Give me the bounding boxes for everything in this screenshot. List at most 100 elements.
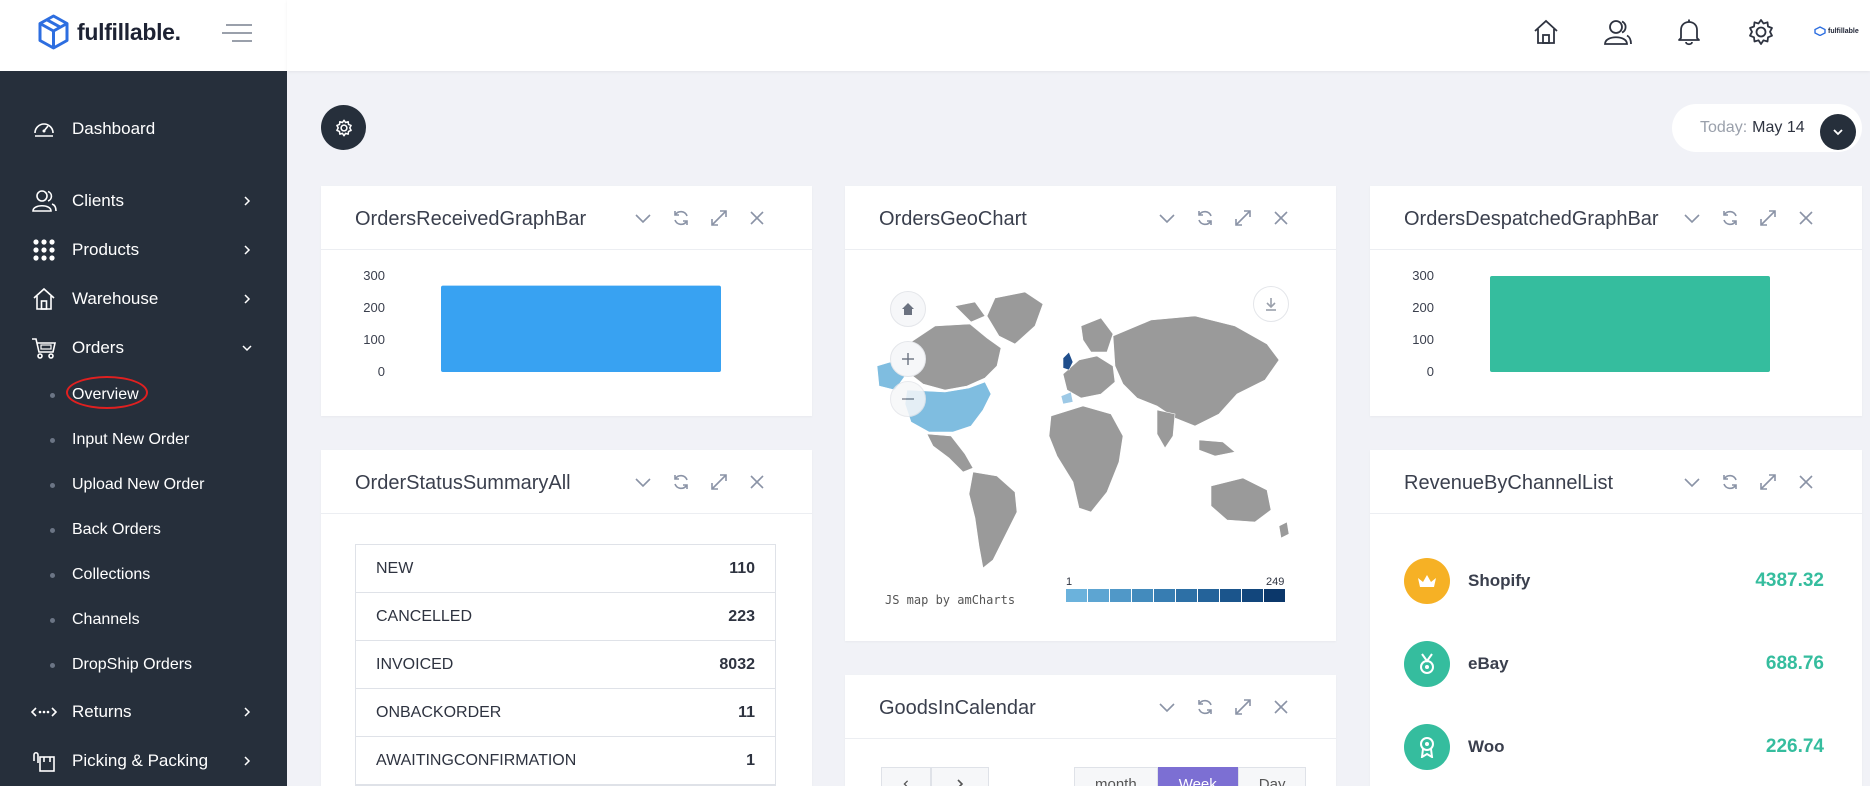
sidebar-subitem-label: DropShip Orders (72, 656, 193, 673)
close-button[interactable] (747, 208, 767, 228)
map-zoom-out-button[interactable] (890, 381, 926, 417)
map-zoom-in-button[interactable] (890, 341, 926, 377)
close-button[interactable] (1271, 697, 1291, 717)
calendar-view-month[interactable]: month (1074, 767, 1158, 786)
grid-icon (31, 237, 57, 263)
map-credit[interactable]: JS map by amCharts (885, 593, 1016, 607)
status-name: ONBACKORDER (376, 703, 502, 721)
chevron-right-icon (244, 707, 251, 717)
chevron-right-icon (244, 245, 251, 255)
expand-button[interactable] (1233, 208, 1253, 228)
card-title: OrderStatusSummaryAll (355, 472, 571, 494)
close-icon (1799, 211, 1813, 225)
expand-icon (1235, 210, 1251, 226)
sidebar-item-label: Picking & Packing (72, 751, 209, 770)
refresh-button[interactable] (1195, 208, 1215, 228)
home-icon[interactable] (1530, 16, 1562, 48)
y-tick-label: 0 (378, 364, 385, 379)
date-selector[interactable]: Today: May 14 (1672, 104, 1862, 152)
map-spain (1060, 391, 1074, 405)
date-dropdown-button[interactable] (1820, 114, 1856, 150)
sidebar: fulfillable. Dashboard Clients Products (0, 0, 287, 786)
avatar[interactable]: fulfillable (1814, 22, 1866, 40)
collapse-button[interactable] (1157, 208, 1177, 228)
collapse-button[interactable] (633, 472, 653, 492)
sidebar-subitem-label: Upload New Order (72, 476, 205, 493)
clients-icon (31, 188, 57, 214)
box-logo-icon[interactable] (37, 14, 70, 50)
dashboard-settings-button[interactable] (321, 105, 366, 150)
menu-toggle-icon[interactable] (222, 22, 252, 44)
plus-icon (902, 353, 914, 365)
bullet-icon (50, 437, 55, 443)
sidebar-subitem-label: Input New Order (72, 431, 190, 448)
refresh-button[interactable] (1720, 472, 1740, 492)
card-orders-despatched: OrdersDespatchedGraphBar 300 200 100 0 (1370, 186, 1862, 416)
topbar: fulfillable (287, 0, 1870, 71)
status-name: NEW (376, 559, 414, 577)
sidebar-subitem-dropship-orders[interactable]: DropShip Orders (0, 649, 287, 681)
expand-button[interactable] (709, 208, 729, 228)
sidebar-subitem-label: Back Orders (72, 521, 161, 538)
close-button[interactable] (1271, 208, 1291, 228)
close-button[interactable] (1796, 208, 1816, 228)
status-count: 223 (728, 607, 755, 625)
expand-button[interactable] (1233, 697, 1253, 717)
map-download-button[interactable] (1253, 286, 1289, 322)
refresh-button[interactable] (1195, 697, 1215, 717)
legend-max: 249 (1266, 576, 1285, 588)
close-button[interactable] (747, 472, 767, 492)
sidebar-item-orders[interactable]: Orders (0, 328, 287, 368)
card-goods-in-calendar: GoodsInCalendar month Week Day (845, 675, 1336, 786)
world-map (876, 291, 1290, 569)
calendar-nav (881, 767, 989, 786)
brand-name[interactable]: fulfillable. (77, 19, 181, 45)
user-icon[interactable] (1602, 16, 1634, 48)
expand-button[interactable] (1758, 208, 1778, 228)
sidebar-item-returns[interactable]: Returns (0, 692, 287, 732)
award-icon (1404, 724, 1450, 770)
chevron-right-icon (244, 294, 251, 304)
bullet-icon (50, 662, 55, 668)
status-count: 110 (729, 559, 755, 577)
refresh-button[interactable] (671, 208, 691, 228)
gear-icon[interactable] (1745, 16, 1777, 48)
chevron-right-icon (957, 779, 964, 786)
sidebar-item-label: Clients (72, 191, 124, 210)
box-logo-icon (1814, 26, 1826, 36)
sidebar-subitem-back-orders[interactable]: Back Orders (0, 514, 287, 546)
card-title: OrdersReceivedGraphBar (355, 208, 587, 230)
expand-button[interactable] (1758, 472, 1778, 492)
bell-icon[interactable] (1673, 16, 1705, 48)
medal-icon (1404, 641, 1450, 687)
sidebar-subitem-input-new-order[interactable]: Input New Order (0, 424, 287, 456)
sidebar-item-products[interactable]: Products (0, 230, 287, 270)
expand-button[interactable] (709, 472, 729, 492)
chart-bar[interactable] (1490, 276, 1770, 372)
close-button[interactable] (1796, 472, 1816, 492)
chevron-down-icon (635, 214, 651, 224)
collapse-button[interactable] (1682, 208, 1702, 228)
refresh-button[interactable] (671, 472, 691, 492)
chart-bar[interactable] (441, 285, 721, 372)
sidebar-item-picking-packing[interactable]: Picking & Packing (0, 741, 287, 781)
collapse-button[interactable] (633, 208, 653, 228)
calendar-prev-button[interactable] (881, 767, 931, 786)
calendar-next-button[interactable] (931, 767, 989, 786)
date-label: Today: (1700, 119, 1748, 136)
collapse-button[interactable] (1157, 697, 1177, 717)
sidebar-subitem-collections[interactable]: Collections (0, 559, 287, 591)
sidebar-item-warehouse[interactable]: Warehouse (0, 279, 287, 319)
sidebar-item-clients[interactable]: Clients (0, 181, 287, 221)
calendar-view-week[interactable]: Week (1157, 767, 1238, 786)
map-home-button[interactable] (890, 291, 926, 327)
collapse-button[interactable] (1682, 472, 1702, 492)
sidebar-subitem-channels[interactable]: Channels (0, 604, 287, 636)
sidebar-item-dashboard[interactable]: Dashboard (0, 109, 287, 149)
refresh-button[interactable] (1720, 208, 1740, 228)
calendar-view-day[interactable]: Day (1237, 767, 1307, 786)
date-value: May 14 (1752, 119, 1805, 136)
sidebar-subitem-upload-new-order[interactable]: Upload New Order (0, 469, 287, 501)
expand-icon (711, 210, 727, 226)
sidebar-item-label: Products (72, 240, 140, 259)
